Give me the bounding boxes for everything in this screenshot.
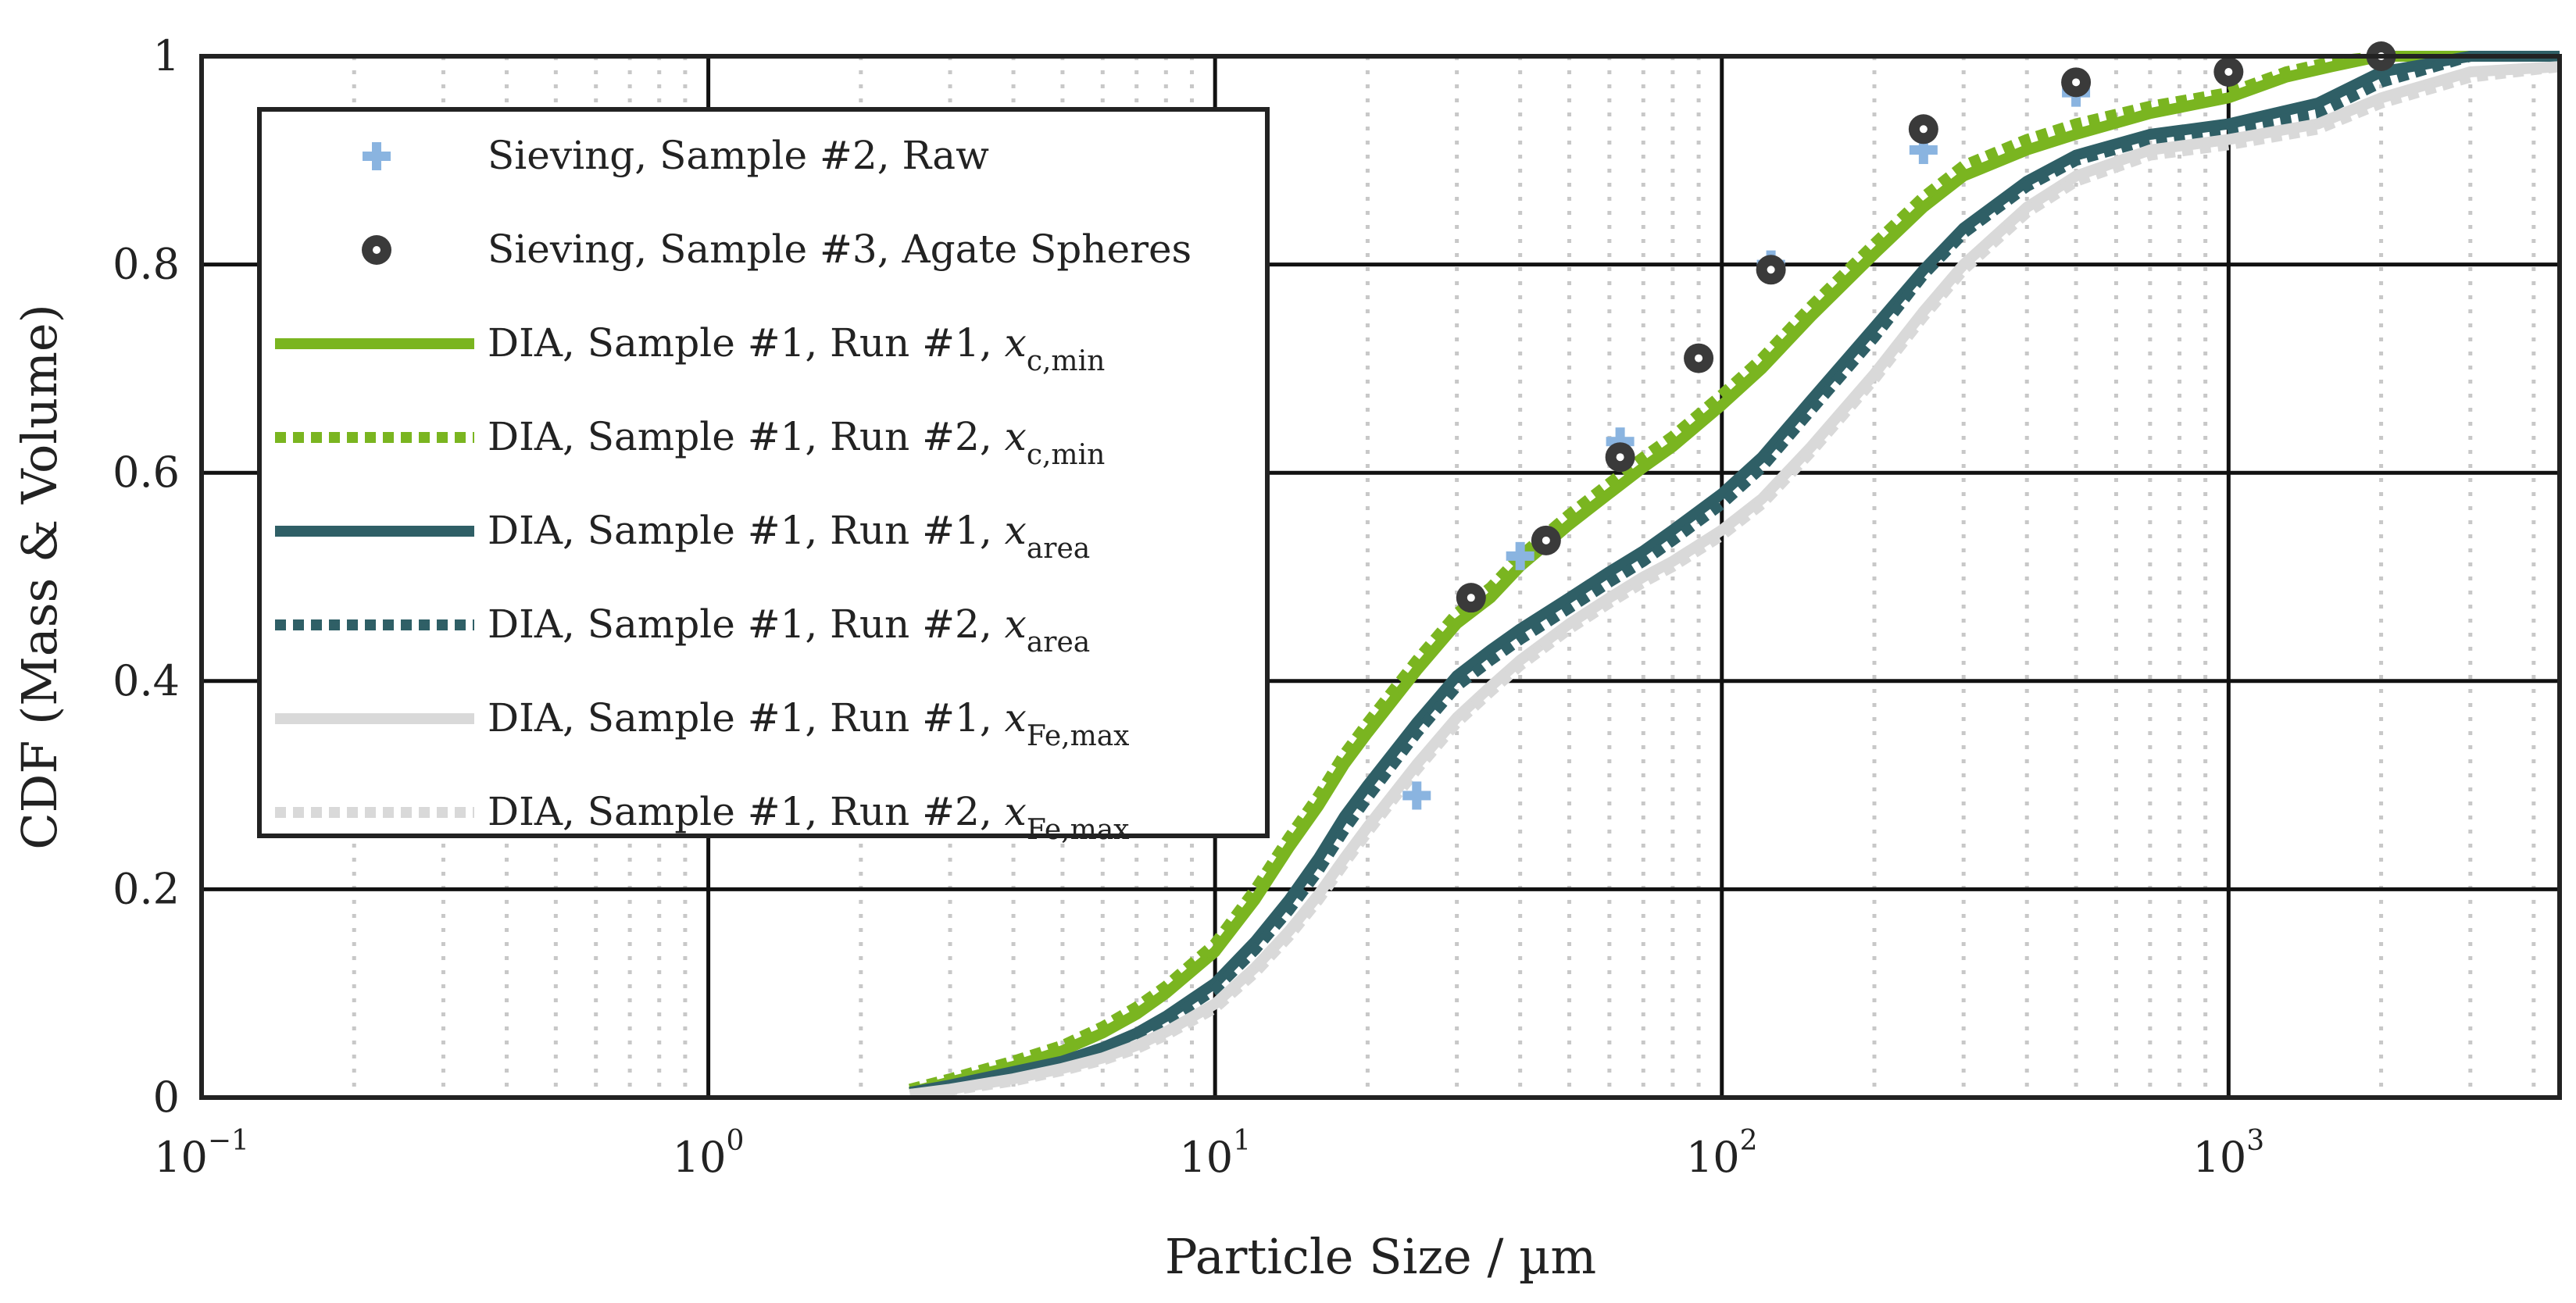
y-tick-label: 1 — [153, 31, 180, 80]
legend-item-dia-area-r1: DIA, Sample #1, Run #1, xarea — [275, 508, 1090, 565]
legend-item-dia-fe-r2: DIA, Sample #1, Run #2, xFe,max — [275, 789, 1130, 846]
series-layer — [908, 41, 2560, 1100]
x-tick-label: 100 — [673, 1125, 745, 1182]
point-sieve-agate — [1684, 343, 1714, 373]
point-sieve-agate — [1605, 442, 1635, 473]
series-line-dia-cmin-r2 — [908, 51, 2560, 1095]
point-sieve-agate — [2061, 67, 2092, 98]
legend-item-dia-fe-r1: DIA, Sample #1, Run #1, xFe,max — [275, 695, 1130, 752]
y-tick-label: 0.8 — [113, 240, 180, 289]
y-tick-label: 0 — [153, 1073, 180, 1122]
x-tick-label: 102 — [1686, 1125, 1758, 1182]
y-tick-label: 0.2 — [113, 864, 180, 913]
point-sieve-agate — [1756, 255, 1786, 285]
x-tick-label: 10−1 — [154, 1125, 249, 1182]
plot-frame — [199, 54, 2562, 1100]
x-axis-ticks: 10−1 100 101 102 103 — [154, 1125, 2264, 1182]
legend-item-sieve-agate: Sieving, Sample #3, Agate Spheres — [362, 227, 1192, 272]
point-sieve-agate — [1908, 114, 1938, 145]
point-sieve-agate — [1456, 583, 1486, 613]
point-sieve-agate — [1531, 525, 1561, 555]
series-line-dia-area-r2 — [909, 51, 2560, 1099]
series-line-dia-cmin-r1 — [908, 51, 2560, 1098]
x-tick-label: 103 — [2193, 1125, 2265, 1182]
x-axis-label: Particle Size / µm — [1165, 1228, 1596, 1285]
legend-label: DIA, Sample #1, Run #2, xarea — [488, 602, 1090, 659]
legend-label: DIA, Sample #1, Run #2, xc,min — [488, 414, 1105, 471]
y-tick-label: 0.6 — [113, 448, 180, 497]
legend: Sieving, Sample #2, Raw Sieving, Sample #… — [257, 107, 1270, 846]
y-axis-ticks: 0 0.2 0.4 0.6 0.8 1 — [113, 31, 180, 1122]
legend-item-dia-area-r2: DIA, Sample #1, Run #2, xarea — [275, 602, 1090, 659]
x-tick-label: 101 — [1179, 1125, 1251, 1182]
legend-label: DIA, Sample #1, Run #1, xFe,max — [488, 695, 1130, 752]
legend-label: Sieving, Sample #3, Agate Spheres — [488, 227, 1192, 272]
point-sieve-raw — [1402, 781, 1431, 810]
legend-label: DIA, Sample #1, Run #2, xFe,max — [488, 789, 1130, 846]
point-sieve-agate — [2213, 56, 2244, 87]
point-sieve-raw — [1506, 541, 1535, 570]
y-axis-label: CDF (Mass & Volume) — [11, 304, 68, 850]
legend-item-sieve-raw: Sieving, Sample #2, Raw — [363, 133, 989, 178]
legend-label: DIA, Sample #1, Run #1, xc,min — [488, 320, 1105, 377]
legend-label: DIA, Sample #1, Run #1, xarea — [488, 508, 1090, 565]
series-line-dia-fe-r2 — [909, 61, 2560, 1100]
y-tick-label: 0.4 — [113, 656, 180, 705]
legend-label: Sieving, Sample #2, Raw — [488, 133, 989, 178]
legend-item-dia-cmin-r2: DIA, Sample #1, Run #2, xc,min — [275, 414, 1105, 471]
legend-items: Sieving, Sample #2, Raw Sieving, Sample #… — [275, 133, 1192, 846]
legend-item-dia-cmin-r1: DIA, Sample #1, Run #1, xc,min — [275, 320, 1105, 377]
